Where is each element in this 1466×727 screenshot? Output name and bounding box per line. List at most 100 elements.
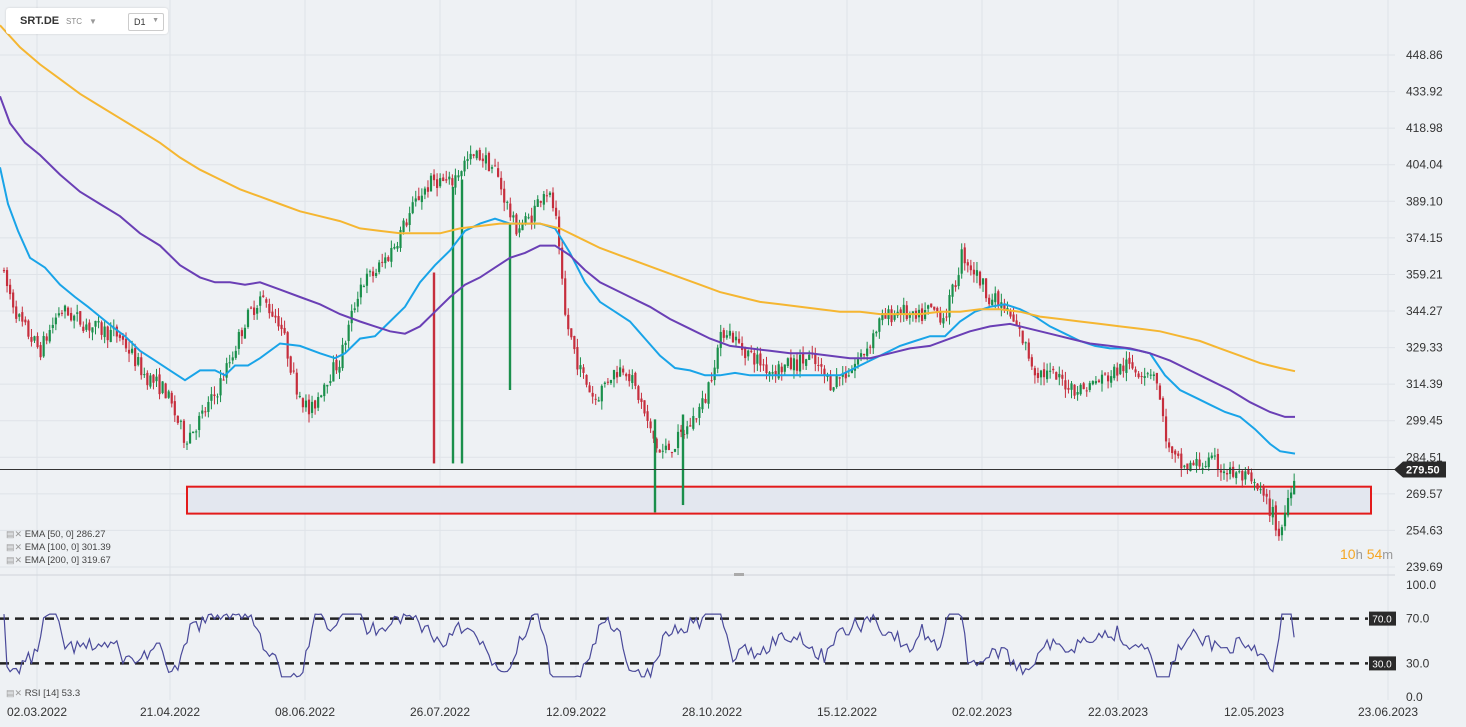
candle (182, 418, 186, 449)
legend-ema100-label: EMA [100, 0] 301.39 (24, 542, 111, 553)
candle (137, 352, 140, 367)
candle (1012, 306, 1015, 322)
candle (1213, 447, 1216, 460)
rsi-line[interactable] (3, 613, 1295, 679)
candle (570, 328, 573, 340)
candle (347, 320, 350, 349)
settings-icon[interactable]: ▤✕ (6, 688, 23, 698)
candle (634, 371, 637, 390)
candle (173, 395, 176, 422)
candle (576, 338, 579, 376)
candle (140, 351, 143, 380)
candle (631, 369, 634, 390)
candle (396, 241, 399, 252)
candle (283, 320, 286, 335)
candle (1091, 380, 1094, 386)
price-tick-label: 344.27 (1406, 304, 1443, 318)
candle (204, 407, 207, 417)
legend-ema200[interactable]: ▤✕ EMA [200, 0] 319.67 (6, 555, 111, 566)
candle (603, 381, 606, 388)
candle (442, 173, 445, 182)
candle (774, 365, 777, 383)
candle (625, 372, 628, 381)
candle (914, 308, 918, 323)
candle (1262, 484, 1265, 502)
candle (1277, 521, 1280, 541)
candle (307, 394, 311, 423)
candle (960, 243, 963, 279)
candle (753, 349, 756, 373)
candle (1250, 468, 1253, 485)
candle (698, 403, 701, 426)
candle (100, 320, 103, 340)
countdown-minutes: 54 (1366, 546, 1383, 562)
legend-rsi[interactable]: ▤✕ RSI [14] 53.3 (6, 688, 80, 699)
candle (1238, 464, 1241, 474)
candle (274, 308, 277, 324)
candle (594, 393, 597, 406)
candle (1149, 368, 1152, 380)
candle (1259, 482, 1262, 494)
candle (930, 303, 933, 309)
candle (268, 298, 271, 319)
candle (719, 324, 722, 357)
candle (463, 156, 466, 177)
candle (323, 382, 326, 402)
candle (1100, 370, 1104, 392)
candle (1067, 379, 1070, 394)
legend-ema100[interactable]: ▤✕ EMA [100, 0] 301.39 (6, 542, 111, 553)
settings-icon[interactable]: ▤✕ (6, 529, 23, 539)
symbol-toolbar: SRT.DE STC ▼ D1 ▼ (6, 8, 168, 34)
settings-icon[interactable]: ▤✕ (6, 542, 23, 552)
candle (1146, 371, 1149, 378)
candle (1113, 364, 1116, 381)
pane-resize-handle[interactable] (734, 573, 744, 576)
candle (201, 404, 204, 419)
candle (118, 332, 121, 342)
candle (170, 390, 173, 408)
candle (963, 243, 966, 271)
legend-ema50[interactable]: ▤✕ EMA [50, 0] 286.27 (6, 529, 106, 540)
candle (240, 327, 243, 345)
candle (1280, 524, 1284, 541)
candle (722, 327, 725, 343)
candle (878, 317, 881, 339)
candle (966, 259, 969, 273)
timeframe-select[interactable]: D1 ▼ (128, 13, 164, 31)
candle (1006, 301, 1009, 315)
candle (185, 441, 189, 451)
symbol-label[interactable]: SRT.DE (20, 15, 60, 27)
ema-line[interactable] (0, 24, 1296, 373)
candle (451, 186, 455, 464)
candle (872, 329, 875, 354)
candle (1198, 452, 1201, 470)
candle (176, 415, 179, 425)
price-tick-label: 418.98 (1406, 121, 1443, 135)
ema-line[interactable] (0, 95, 1295, 418)
candle (628, 369, 631, 387)
chevron-down-icon[interactable]: ▼ (89, 17, 97, 26)
candle (823, 365, 826, 384)
candle (387, 255, 390, 262)
candle (161, 381, 164, 395)
candle (1131, 354, 1134, 370)
candle (216, 393, 219, 405)
rsi-tick-label: 100.0 (1406, 578, 1436, 592)
candle (1222, 463, 1226, 480)
support-zone-box[interactable] (186, 485, 1372, 515)
candle (1161, 396, 1165, 423)
candle (481, 153, 484, 168)
candle (548, 191, 552, 198)
candle (405, 218, 408, 228)
settings-icon[interactable]: ▤✕ (6, 555, 23, 565)
candle (582, 364, 585, 379)
candle (253, 300, 256, 320)
countdown-hours: 10 (1340, 546, 1356, 562)
candle (1024, 341, 1027, 351)
candle (1103, 372, 1107, 376)
last-price-label: 279.50 (1406, 465, 1440, 477)
candle (359, 277, 362, 305)
candle (490, 164, 494, 174)
candle (94, 320, 97, 335)
